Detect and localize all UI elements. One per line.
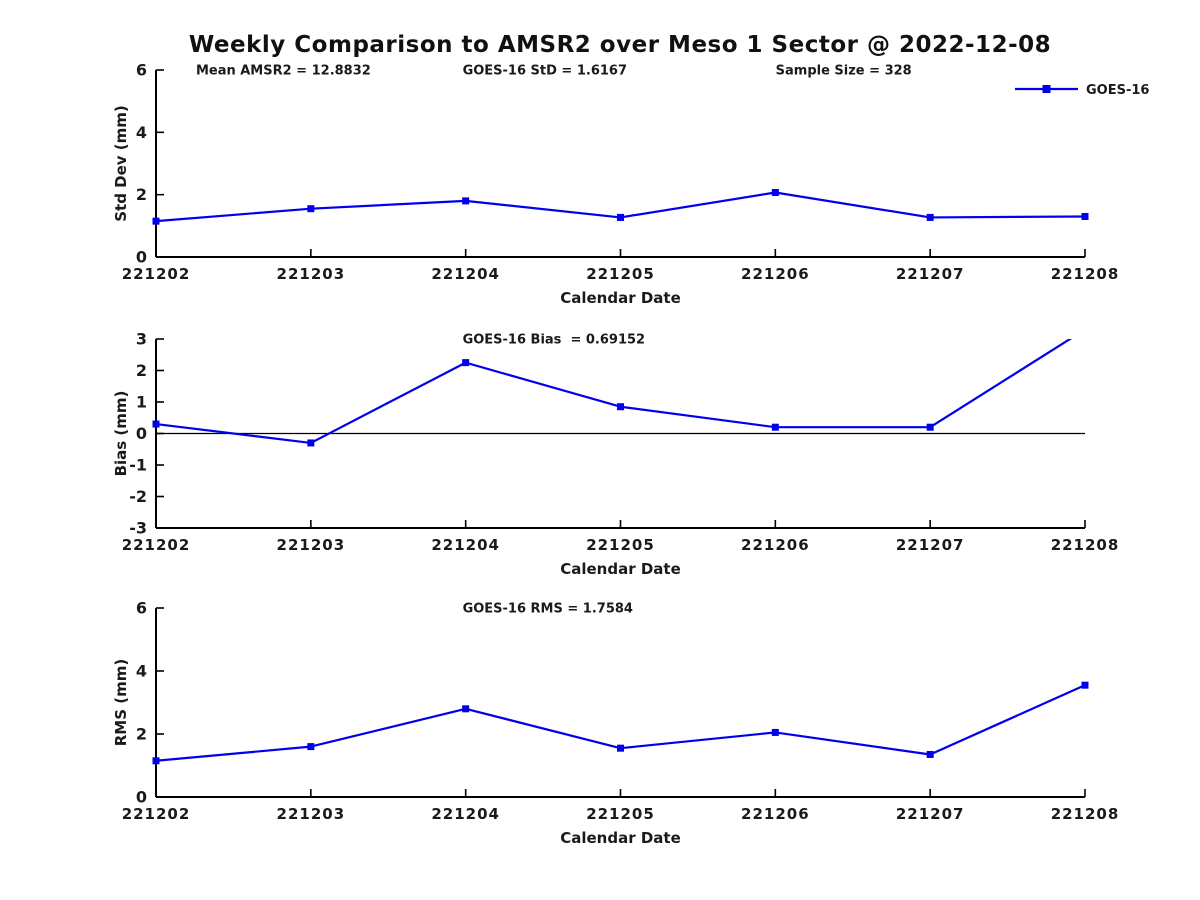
x-tick-label: 221205 [586,536,655,554]
legend-label: GOES-16 [1086,83,1149,98]
stat-annotation: GOES-16 Bias = 0.69152 [463,333,646,348]
x-tick-label: 221202 [122,265,191,283]
subplot-2: -3 -2 -1 0 1 2 3 221202 221203 221204 221205 221206… [112,330,1120,579]
data-point-marker [926,750,934,758]
y-tick-label: 0 [136,248,147,267]
data-point-marker [152,217,160,225]
y-tick-label: 0 [136,424,147,443]
y-tick-label: 2 [136,185,147,204]
y-axis-label: Bias (mm) [112,391,130,477]
data-point-marker [617,744,624,752]
y-tick-label: 6 [136,599,147,618]
x-tick-label: 221203 [277,265,346,283]
y-tick-label: 4 [136,123,147,142]
x-tick-label: 221208 [1051,805,1120,823]
x-tick-label: 221205 [586,265,655,283]
data-point-marker [1081,681,1089,689]
stat-annotation: Sample Size = 328 [776,64,912,79]
data-point-marker [307,205,315,213]
y-axis-label: Std Dev (mm) [112,105,130,222]
data-point-marker [307,743,315,751]
x-tick-label: 221206 [741,265,810,283]
x-tick-label: 221208 [1051,265,1120,283]
y-tick-label: 0 [136,788,147,807]
y-tick-label: -2 [129,487,147,506]
stat-annotation: GOES-16 StD = 1.6167 [463,64,627,79]
data-point-marker [152,757,160,765]
x-axis-label: Calendar Date [560,289,681,307]
y-tick-label: 3 [136,330,147,349]
x-tick-label: 221207 [896,805,965,823]
y-axis-label: RMS (mm) [112,659,130,746]
x-tick-label: 221203 [277,805,346,823]
x-tick-label: 221205 [586,805,655,823]
y-tick-label: -3 [129,519,147,538]
x-tick-label: 221207 [896,265,965,283]
data-point-marker [926,423,934,431]
x-tick-label: 221206 [741,805,810,823]
y-tick-label: -1 [129,456,147,475]
x-axis-label: Calendar Date [560,829,681,847]
x-tick-label: 221208 [1051,536,1120,554]
y-tick-label: 4 [136,662,147,681]
data-point-marker [307,439,315,447]
data-point-marker [771,423,779,431]
y-tick-label: 2 [136,361,147,380]
x-axis-label: Calendar Date [560,560,681,578]
x-tick-label: 221202 [122,536,191,554]
data-point-marker [926,213,934,221]
data-point-marker [1081,212,1089,220]
stat-annotation: GOES-16 RMS = 1.7584 [463,602,633,617]
y-tick-label: 1 [136,393,147,412]
data-point-marker [152,420,160,428]
x-tick-label: 221204 [431,536,500,554]
data-point-marker [462,197,470,205]
subplot-3: 0 2 4 6 221202 221203 221204 221205 221206 221207… [112,599,1120,848]
data-point-marker [462,359,470,367]
figure-title: Weekly Comparison to AMSR2 over Meso 1 S… [188,32,1052,58]
x-tick-label: 221207 [896,536,965,554]
y-tick-label: 6 [136,61,147,80]
data-point-marker [771,188,779,196]
data-point-marker [462,705,470,713]
x-tick-label: 221206 [741,536,810,554]
x-tick-label: 221202 [122,805,191,823]
data-point-marker [617,213,624,221]
data-point-marker [617,403,624,411]
legend: GOES-16 [1015,83,1149,98]
x-tick-label: 221204 [431,265,500,283]
data-point-marker [771,728,779,736]
y-tick-label: 2 [136,725,147,744]
x-tick-label: 221204 [431,805,500,823]
stat-annotation: Mean AMSR2 = 12.8832 [196,64,371,79]
legend-marker [1042,85,1051,93]
x-tick-label: 221203 [277,536,346,554]
subplot-1: 0 2 4 6 221202 221203 221204 221205 221206 221207… [112,61,1120,308]
